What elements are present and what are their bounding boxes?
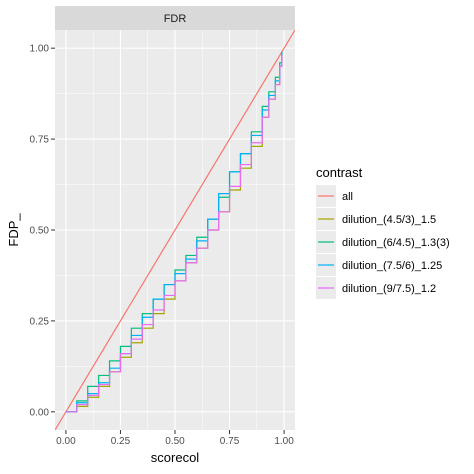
series-group [55, 30, 295, 430]
y-axis-title: FDP_ [6, 213, 21, 247]
legend-label: dilution_(9/7.5)_1.2 [342, 283, 436, 295]
axes: 0.00 0.25 0.50 0.75 1.00 0.00 0.25 0.50 0.75 1.00 [30, 44, 295, 447]
x-tick-label: 1.00 [274, 436, 294, 447]
legend-label: all [342, 191, 353, 203]
legend-label: dilution_(6/4.5)_1.3(3) [342, 237, 450, 249]
y-tick-label: 1.00 [30, 44, 50, 55]
legend-title: contrast [316, 165, 363, 180]
x-tick-label: 0.50 [165, 436, 185, 447]
x-tick-label: 0.00 [56, 436, 76, 447]
y-tick-label: 0.25 [30, 316, 50, 327]
series-line-0 [55, 30, 295, 430]
legend-label: dilution_(7.5/6)_1.25 [342, 260, 442, 272]
facet-title: FDR [164, 13, 187, 25]
x-tick-label: 0.25 [111, 436, 131, 447]
y-tick-label: 0.00 [30, 407, 50, 418]
facet-strip [55, 6, 295, 30]
x-axis-title: scorecol [151, 450, 200, 465]
legend: contrast all dilution_(4.5/3)_1.5 dilution… [316, 165, 450, 299]
legend-label: dilution_(4.5/3)_1.5 [342, 214, 436, 226]
y-tick-label: 0.75 [30, 135, 50, 146]
series-line-4 [65, 55, 283, 413]
x-tick-label: 0.75 [220, 436, 240, 447]
y-tick-label: 0.50 [30, 226, 50, 237]
